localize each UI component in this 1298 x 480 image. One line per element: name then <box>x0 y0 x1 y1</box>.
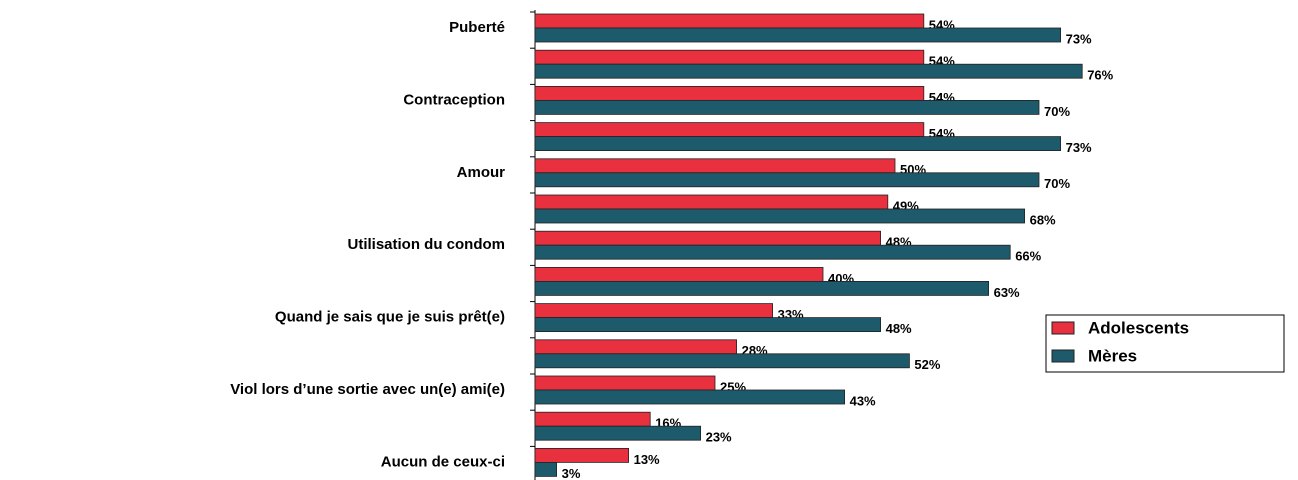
legend-swatch <box>1051 349 1075 363</box>
bar <box>534 461 558 477</box>
y-tick-label: Utilisation du condom <box>348 236 506 253</box>
data-label: 66% <box>1015 249 1041 264</box>
data-label: 3% <box>562 466 581 480</box>
bar <box>534 339 738 355</box>
data-label: 68% <box>1030 212 1056 227</box>
bar <box>534 317 882 333</box>
legend-label: Adolescents <box>1088 318 1189 337</box>
bar <box>534 194 889 210</box>
bar <box>534 136 1061 152</box>
data-label: 76% <box>1087 68 1113 83</box>
bar <box>534 49 925 65</box>
bar <box>534 13 925 29</box>
bar <box>534 447 629 463</box>
data-label: 70% <box>1044 104 1070 119</box>
data-label: 23% <box>706 430 732 445</box>
bar <box>534 425 702 441</box>
data-label: 73% <box>1066 140 1092 155</box>
legend-box <box>1045 314 1285 373</box>
y-tick-label: Contraception <box>403 91 505 108</box>
y-tick-label: Quand je sais que je suis prêt(e) <box>275 309 505 326</box>
bar <box>534 208 1026 224</box>
bar <box>534 244 1011 260</box>
bar <box>534 375 716 391</box>
legend-label: Mères <box>1088 346 1137 365</box>
bar <box>534 86 925 101</box>
data-label: 52% <box>914 357 940 372</box>
data-label: 70% <box>1044 176 1070 191</box>
data-label: 13% <box>634 452 660 467</box>
bar <box>534 230 882 246</box>
bar <box>534 27 1061 43</box>
data-label: 43% <box>850 393 876 408</box>
y-tick-label: Amour <box>457 164 505 181</box>
data-label: 63% <box>994 285 1020 300</box>
y-tick-label: Puberté <box>449 19 505 36</box>
data-label: 48% <box>886 321 912 336</box>
bar <box>534 353 910 369</box>
y-tick-label: Viol lors d’une sortie avec un(e) ami(e) <box>230 381 505 398</box>
bar <box>534 158 896 174</box>
bar <box>534 100 1040 115</box>
data-label: 73% <box>1066 31 1092 46</box>
bar <box>534 411 651 427</box>
legend-swatch <box>1051 321 1075 335</box>
bar <box>534 122 925 137</box>
bar <box>534 389 846 405</box>
bar <box>534 266 824 282</box>
bar <box>534 280 990 296</box>
bar <box>534 303 774 319</box>
y-tick-label: Aucun de ceux-ci <box>381 453 505 470</box>
bar <box>534 63 1083 79</box>
bar <box>534 172 1040 188</box>
